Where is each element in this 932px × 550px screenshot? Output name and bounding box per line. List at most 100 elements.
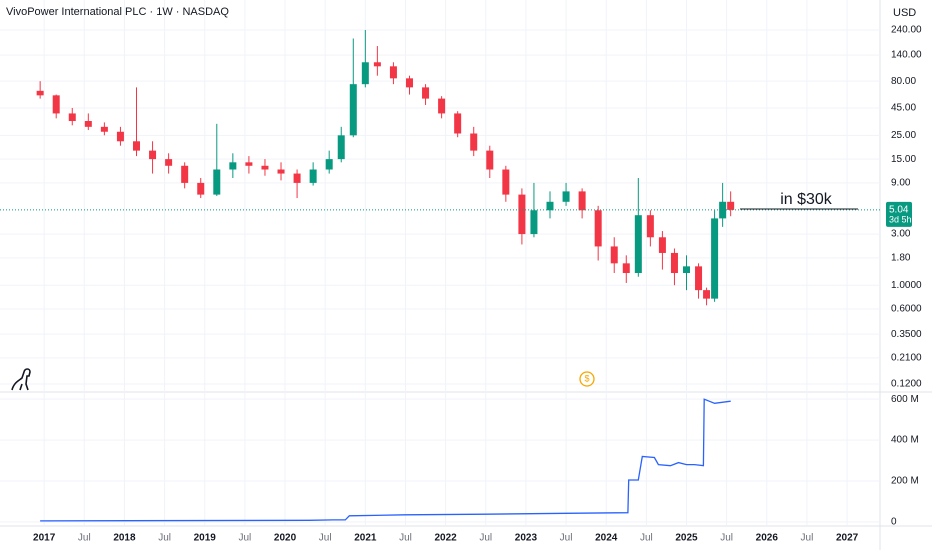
x-tick-label: 2026 bbox=[756, 533, 779, 544]
x-tick-label: Jul bbox=[479, 533, 492, 544]
candle-body bbox=[670, 252, 678, 274]
last-price-box bbox=[886, 201, 912, 227]
candle-body bbox=[405, 78, 413, 88]
candle-body bbox=[502, 169, 510, 195]
x-tick-label: Jul bbox=[560, 533, 573, 544]
candle-body bbox=[438, 98, 446, 114]
candle-body bbox=[389, 66, 397, 79]
last-price-label: 5.04 bbox=[889, 205, 909, 216]
candle-body bbox=[422, 87, 430, 99]
x-tick-label: Jul bbox=[238, 533, 251, 544]
candle-body bbox=[245, 162, 253, 166]
y-tick-label: 0.1200 bbox=[891, 379, 922, 390]
y-tick-label: 0.3500 bbox=[891, 329, 922, 340]
candle-body bbox=[349, 84, 357, 136]
candle-body bbox=[68, 113, 76, 122]
candle-body bbox=[454, 113, 462, 134]
candle-body bbox=[261, 165, 269, 170]
grid bbox=[0, 0, 880, 525]
y-tick-label: 600 M bbox=[891, 394, 919, 405]
candle-body bbox=[277, 169, 285, 174]
y-tick-label: 25.00 bbox=[891, 130, 916, 141]
y-tick-label: 1.80 bbox=[891, 252, 911, 263]
candle-body bbox=[727, 201, 735, 210]
dino-icon bbox=[11, 368, 31, 391]
y-tick-label: 0.6000 bbox=[891, 304, 922, 315]
candle-body bbox=[470, 133, 478, 151]
candle-body bbox=[658, 237, 666, 253]
candle-body bbox=[361, 62, 369, 85]
x-tick-label: 2017 bbox=[33, 533, 56, 544]
candle-body bbox=[84, 121, 92, 127]
candle-body bbox=[213, 169, 221, 195]
x-tick-label: 2019 bbox=[194, 533, 217, 544]
candle-body bbox=[373, 62, 381, 67]
candle-body bbox=[165, 159, 173, 166]
x-tick-label: Jul bbox=[399, 533, 412, 544]
currency: USD bbox=[893, 7, 916, 19]
y-tick-label: 80.00 bbox=[891, 76, 916, 87]
y-tick-label: 140.00 bbox=[891, 50, 922, 61]
y-tick-label: 400 M bbox=[891, 435, 919, 446]
candle-body bbox=[116, 131, 124, 142]
candle-body bbox=[181, 165, 189, 183]
x-tick-label: 2024 bbox=[595, 533, 618, 544]
x-tick-label: 2020 bbox=[274, 533, 297, 544]
candle-body bbox=[682, 266, 690, 274]
x-tick-label: Jul bbox=[801, 533, 814, 544]
x-tick-label: 2027 bbox=[836, 533, 859, 544]
candle-body bbox=[719, 201, 727, 219]
candle-body bbox=[546, 201, 554, 211]
candle-body bbox=[100, 126, 108, 132]
candle-body bbox=[622, 263, 630, 274]
y-tick-label: 3.00 bbox=[891, 229, 911, 240]
dividend-icon[interactable]: $ bbox=[579, 371, 595, 387]
x-tick-label: 2021 bbox=[354, 533, 377, 544]
x-tick-label: 2023 bbox=[515, 533, 538, 544]
candle-body bbox=[486, 150, 494, 170]
y-tick-label: 240.00 bbox=[891, 25, 922, 36]
candle-body bbox=[530, 210, 538, 235]
candle-body bbox=[711, 218, 719, 299]
x-tick-label: Jul bbox=[640, 533, 653, 544]
candle-body bbox=[197, 182, 205, 195]
x-tick-label: 2022 bbox=[434, 533, 457, 544]
candle-body bbox=[578, 191, 586, 211]
candle-body bbox=[52, 95, 60, 114]
candle-body bbox=[594, 210, 602, 247]
y-tick-label: 200 M bbox=[891, 476, 919, 487]
candle-body bbox=[149, 150, 157, 160]
x-tick-label: Jul bbox=[158, 533, 171, 544]
candle-body bbox=[703, 290, 711, 299]
candle-body bbox=[634, 215, 642, 274]
x-tick-label: Jul bbox=[720, 533, 733, 544]
y-tick-label: 45.00 bbox=[891, 103, 916, 114]
y-tick-label: 9.00 bbox=[891, 178, 911, 189]
candle-body bbox=[610, 246, 618, 264]
countdown-label: 3d 5h bbox=[889, 214, 912, 224]
svg-text:$: $ bbox=[584, 373, 589, 383]
candle-body bbox=[293, 173, 301, 183]
x-tick-label: Jul bbox=[319, 533, 332, 544]
candle-body bbox=[562, 191, 570, 202]
candle-body bbox=[309, 169, 317, 183]
chart-title: VivoPower International PLC · 1W · NASDA… bbox=[6, 6, 229, 18]
candle-body bbox=[695, 266, 703, 291]
y-tick-label: 0 bbox=[891, 517, 897, 528]
line-series bbox=[40, 398, 731, 522]
candle-body bbox=[36, 90, 44, 96]
candle-body bbox=[337, 135, 345, 160]
annotation: in $30k bbox=[780, 191, 833, 208]
x-tick-label: Jul bbox=[78, 533, 91, 544]
x-tick-label: 2018 bbox=[113, 533, 136, 544]
y-tick-label: 15.00 bbox=[891, 154, 916, 165]
x-tick-label: 2025 bbox=[675, 533, 698, 544]
candle-body bbox=[132, 141, 140, 151]
candle-body bbox=[646, 215, 654, 238]
candle-body bbox=[518, 194, 526, 235]
candle-body bbox=[325, 159, 333, 170]
y-tick-label: 1.0000 bbox=[891, 280, 922, 291]
marks bbox=[0, 29, 880, 522]
